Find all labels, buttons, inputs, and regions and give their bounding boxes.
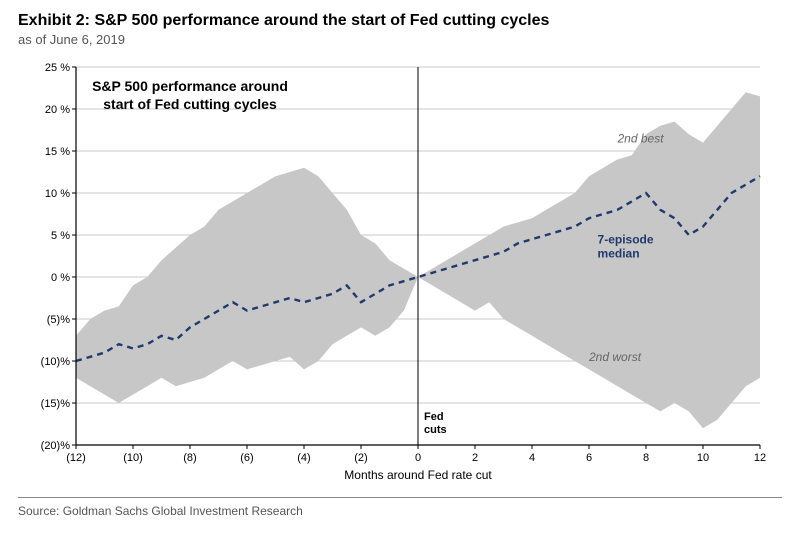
x-tick-label: (12) — [66, 452, 86, 464]
chart-svg: (20)% (15)% (10)% (5)% 0 % 5 % 10 % 15 % 20 % 25 … — [18, 53, 778, 493]
x-tick-label: (6) — [240, 452, 253, 464]
y-tick-label: (10)% — [41, 356, 71, 368]
median-label: 7-episode — [598, 232, 654, 246]
x-tick-label: 10 — [697, 452, 709, 464]
x-tick-label: 0 — [415, 452, 421, 464]
exhibit-title: Exhibit 2: S&P 500 performance around th… — [18, 12, 782, 30]
y-tick-label: 15 % — [45, 146, 70, 158]
second-best-label: 2nd best — [617, 132, 665, 146]
y-tick-label: 20 % — [45, 104, 70, 116]
y-tick-label: (15)% — [41, 398, 71, 410]
y-tick-label: (20)% — [41, 440, 71, 452]
x-tick-label: 6 — [586, 452, 592, 464]
x-tick-label: (8) — [183, 452, 196, 464]
x-tick-label: 4 — [529, 452, 535, 464]
source-line: Source: Goldman Sachs Global Investment … — [18, 497, 782, 518]
x-tick-label: (2) — [354, 452, 367, 464]
inset-title: start of Fed cutting cycles — [103, 96, 277, 112]
x-tick-label: (10) — [123, 452, 143, 464]
y-tick-label: 5 % — [51, 230, 70, 242]
x-tick-label: 2 — [472, 452, 478, 464]
second-worst-label: 2nd worst — [588, 350, 642, 364]
x-tick-label: 8 — [643, 452, 649, 464]
y-tick-label: (5)% — [47, 314, 70, 326]
chart-container: (20)% (15)% (10)% (5)% 0 % 5 % 10 % 15 % 20 % 25 … — [18, 53, 778, 493]
x-tick-label: 12 — [754, 452, 766, 464]
y-tick-label: 25 % — [45, 62, 70, 74]
inset-title: S&P 500 performance around — [92, 78, 288, 94]
exhibit-subtitle: as of June 6, 2019 — [18, 32, 782, 47]
y-tick-label: 10 % — [45, 188, 70, 200]
x-tick-label: (4) — [297, 452, 310, 464]
fed-cuts-label: cuts — [424, 424, 447, 436]
fed-cuts-label: Fed — [424, 411, 444, 423]
y-tick-label: 0 % — [51, 272, 70, 284]
x-axis-label: Months around Fed rate cut — [344, 468, 492, 482]
median-label: median — [598, 246, 640, 260]
